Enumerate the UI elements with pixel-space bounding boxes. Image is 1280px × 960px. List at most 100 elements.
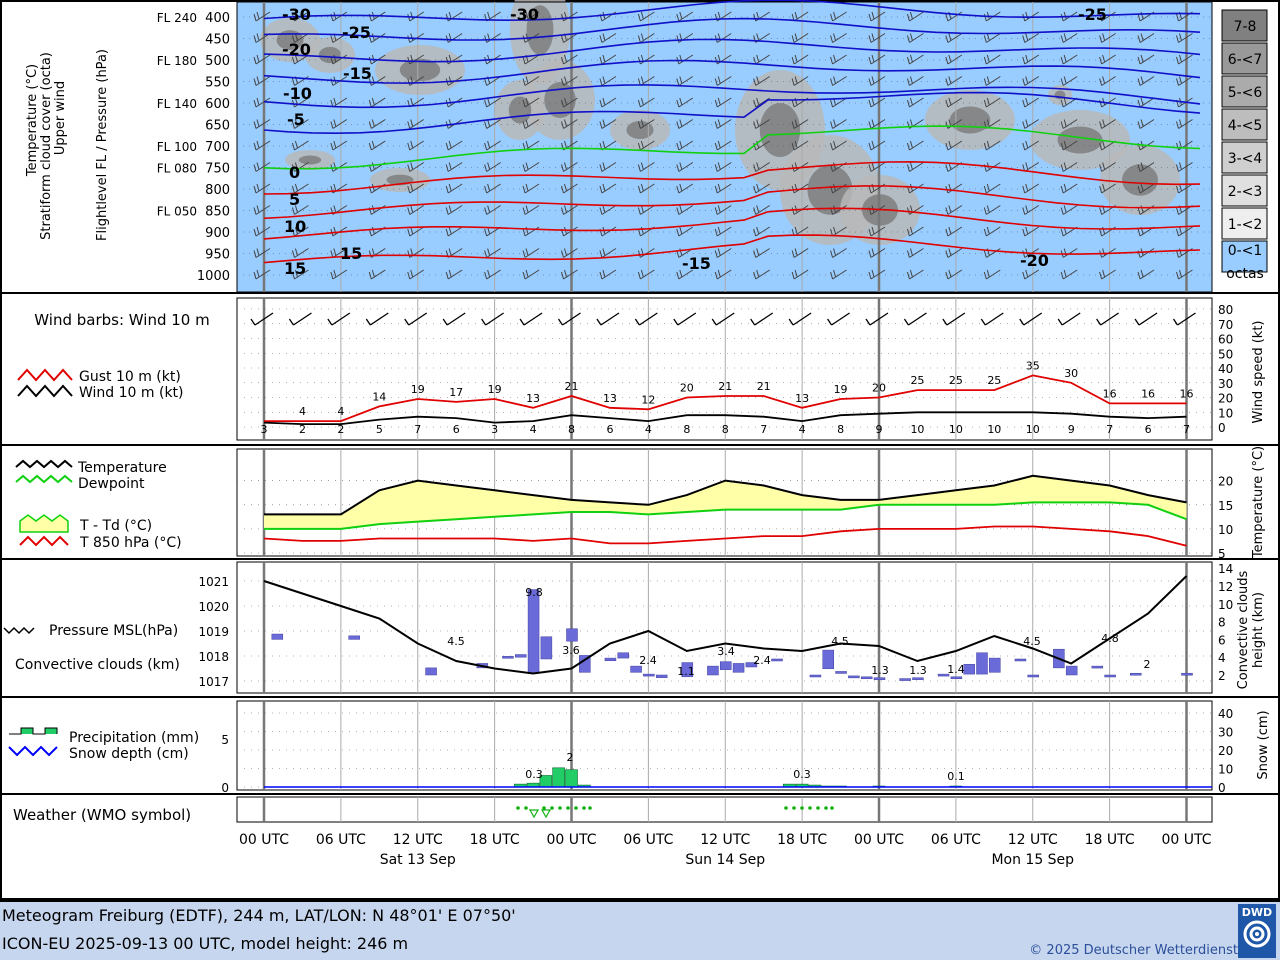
pressure-tick-label: 700	[205, 140, 230, 155]
wind-value-label: 10	[949, 423, 963, 436]
upper-wind-barb	[1060, 76, 1078, 86]
temperature-legend-label: Temperature	[77, 460, 167, 476]
upper-wind-barb	[561, 205, 578, 215]
upper-wind-barb	[253, 226, 271, 237]
upper-wind-barb	[983, 226, 1001, 237]
upper-wind-barb	[1099, 269, 1116, 280]
temperature-line	[264, 474, 1187, 516]
convective-bar	[771, 658, 783, 662]
wind-legend-swatch	[17, 384, 73, 398]
time-tick-label: 18 UTC	[1085, 832, 1135, 848]
convective-bar	[745, 662, 758, 668]
pressure-tick-label: 1021	[198, 575, 229, 589]
upper-wind-barb	[714, 183, 732, 194]
upper-wind-barb	[714, 97, 732, 108]
convective-bar	[1065, 665, 1078, 676]
convective-tick-label: 10	[1218, 598, 1233, 612]
upper-wind-barb	[676, 269, 694, 280]
day-label: Sun 14 Sep	[685, 852, 765, 868]
drizzle-symbol	[574, 806, 578, 810]
convective-bar	[1027, 674, 1039, 678]
wind-tick-label: 80	[1218, 303, 1233, 317]
upper-wind-barb	[445, 226, 463, 237]
upper-wind-barb	[291, 226, 309, 237]
flight-level-label: FL 140	[157, 97, 197, 111]
upper-wind-barb	[599, 97, 617, 108]
isotherm-line	[263, 38, 1201, 63]
isotherm-lines	[263, 0, 1201, 264]
upper-wind-barb	[1099, 54, 1116, 65]
upper-wind-barb	[945, 54, 963, 65]
plot-frame	[236, 448, 1213, 557]
upper-wind-barb	[714, 54, 732, 65]
gust-value-label: 14	[372, 390, 386, 403]
upper-wind-barb	[1022, 97, 1040, 108]
upper-wind-barb	[753, 205, 770, 215]
drizzle-symbol	[830, 806, 834, 810]
isotherm-label: 15	[340, 244, 362, 263]
upper-wind-barb	[291, 119, 309, 129]
drizzle-symbol	[524, 806, 528, 810]
upper-wind-barb	[368, 119, 386, 129]
upper-wind-barb	[1022, 183, 1040, 194]
octa-legend-swatch	[1221, 9, 1268, 42]
upper-wind-barb	[791, 269, 809, 280]
wind-tick-label: 60	[1218, 333, 1233, 347]
wind-barb	[481, 312, 504, 326]
day-label: Sat 13 Sep	[380, 852, 456, 868]
convective-bar	[950, 676, 963, 680]
upper-wind-barb	[637, 11, 655, 22]
pressure-tick-label: 750	[205, 162, 230, 177]
dewpoint-legend-swatch	[15, 474, 73, 484]
upper-wind-barb	[1099, 162, 1116, 172]
upper-wind-barb	[906, 33, 924, 43]
upper-wind-barb	[906, 269, 924, 280]
convective-tick-label: 4	[1218, 651, 1226, 665]
upper-wind-barb	[1022, 76, 1040, 86]
swirl-icon	[1243, 920, 1271, 948]
temperature-tick-label: 20	[1218, 475, 1233, 489]
convective-bar	[566, 628, 578, 642]
upper-wind-barb	[868, 248, 886, 258]
wind-value-label: 7	[1183, 423, 1190, 436]
upper-wind-barb	[407, 226, 425, 237]
upper-wind-barb	[561, 97, 578, 108]
upper-wind-barb	[1137, 162, 1155, 172]
upper-wind-barb	[945, 33, 963, 43]
precipitation-grid	[236, 700, 1213, 791]
upper-wind-barb	[1022, 205, 1040, 215]
upper-wind-barb	[637, 205, 655, 215]
wind-barbs-10m	[250, 312, 1196, 326]
octa-legend-label: 0-<1	[1228, 243, 1263, 259]
convective-legend-label: Convective clouds (km)	[15, 657, 180, 673]
isotherm-labels: -30 -30 -25 -25 -20 -15 -10 -5 0 5 10 15 15 -15 -20	[282, 5, 1107, 278]
temperature-ticks: 20 15 10 5	[1218, 475, 1233, 561]
upper-wind-barb	[906, 97, 924, 108]
upper-wind-barb	[753, 119, 770, 129]
convective-bar	[425, 667, 437, 676]
upper-wind-barb	[253, 248, 271, 258]
upper-wind-barb	[906, 162, 924, 172]
flight-level-label: FL 100	[157, 140, 197, 154]
upper-wind-barb	[484, 269, 501, 280]
isotherm-line	[263, 59, 1201, 84]
upper-wind-barb	[1060, 205, 1078, 215]
convective-bar	[732, 663, 745, 673]
tdiff-area	[264, 475, 1187, 529]
isotherm-label: -10	[283, 84, 312, 103]
convective-bar	[809, 674, 822, 678]
precipitation-bar	[552, 767, 565, 788]
precipitation-panel: 0.3 2 0.3 0.1 Precipitation (mm) Snow depth…	[2, 700, 1280, 795]
pressure-tick-label: 1018	[198, 650, 229, 664]
isotherm-label: 15	[284, 259, 306, 278]
wind-line	[263, 411, 1187, 425]
upper-wind-barb	[830, 54, 847, 65]
convective-value-label: 2	[1144, 658, 1151, 671]
upper-wind-barb	[445, 162, 463, 172]
upper-wind-barb	[291, 183, 309, 194]
gust-value-label: 16	[1180, 387, 1194, 400]
wind-barb	[1134, 312, 1158, 326]
convective-bar	[540, 636, 553, 660]
pressure-tick-label: 650	[205, 119, 230, 134]
convective-value-label: 1.3	[871, 664, 889, 677]
